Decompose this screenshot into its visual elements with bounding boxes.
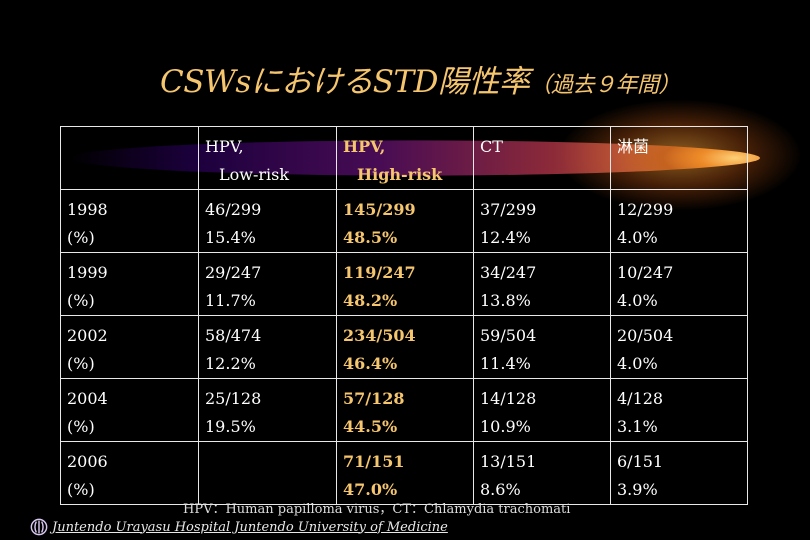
std-positivity-table: HPV, Low-risk HPV, High-risk CT 淋菌 1998(… (60, 126, 748, 505)
year-cell: 2006 (%) (60, 441, 199, 505)
ct-cell: 13/151 8.6% (473, 441, 611, 505)
year-cell: 1999 (%) (60, 252, 199, 316)
gonorrhea-cell: 6/151 3.9% (610, 441, 748, 505)
hpv-low-cell (198, 441, 337, 505)
ct-cell: 14/128 10.9% (473, 378, 611, 442)
footnote-abbreviations: HPV：Human papilloma virus，CT：Chlamydia t… (183, 502, 571, 517)
year-cell: 2002 (%) (60, 315, 199, 379)
table-row: 2006 (%) 71/151 47.0% 13/151 8.6% 6/151 3.9% (60, 441, 748, 505)
header-cell-hpv-high: HPV, High-risk (336, 126, 474, 190)
hpv-high-cell: 234/504 46.4% (336, 315, 474, 379)
header-cell-ct: CT (473, 126, 611, 190)
footer-credit: Juntendo Urayasu Hospital Juntendo Unive… (30, 518, 448, 536)
year-cell: 2004 (%) (60, 378, 199, 442)
hpv-low-cell: 25/128 19.5% (198, 378, 337, 442)
ct-cell: 34/247 13.8% (473, 252, 611, 316)
gonorrhea-cell: 4/128 3.1% (610, 378, 748, 442)
header-cell-empty (60, 126, 199, 190)
hpv-low-cell: 58/474 12.2% (198, 315, 337, 379)
table-row: 2004 (%) 25/128 19.5% 57/128 44.5% 14/128 10… (60, 378, 748, 442)
header-cell-hpv-low: HPV, Low-risk (198, 126, 337, 190)
ct-cell: 37/299 12.4% (473, 189, 611, 253)
ct-cell: 59/504 11.4% (473, 315, 611, 379)
juntendo-logo-icon (30, 518, 48, 536)
hpv-high-cell: 119/247 48.2% (336, 252, 474, 316)
hpv-high-cell: 145/299 48.5% (336, 189, 474, 253)
header-cell-gonorrhea: 淋菌 (610, 126, 748, 190)
gonorrhea-cell: 20/504 4.0% (610, 315, 748, 379)
table-header-row: HPV, Low-risk HPV, High-risk CT 淋菌 (60, 126, 748, 190)
table-row: 1998 (%) 46/299 15.4% 145/299 48.5% 37/299 1… (60, 189, 748, 253)
gonorrhea-cell: 12/299 4.0% (610, 189, 748, 253)
hpv-high-cell: 57/128 44.5% (336, 378, 474, 442)
slide-title: CSWsにおけるSTD陽性率（過去９年間） (160, 56, 681, 101)
slide-title-main: CSWsにおけるSTD陽性率 (160, 64, 530, 100)
slide-title-sub: （過去９年間） (529, 73, 681, 98)
footer-institution-text: Juntendo Urayasu Hospital Juntendo Unive… (52, 519, 448, 535)
year-cell: 1998 (%) (60, 189, 199, 253)
hpv-high-cell: 71/151 47.0% (336, 441, 474, 505)
table-row: 2002 (%) 58/474 12.2% 234/504 46.4% 59/504 1… (60, 315, 748, 379)
hpv-low-cell: 46/299 15.4% (198, 189, 337, 253)
hpv-low-cell: 29/247 11.7% (198, 252, 337, 316)
table-row: 1999 (%) 29/247 11.7% 119/247 48.2% 34/247 1… (60, 252, 748, 316)
gonorrhea-cell: 10/247 4.0% (610, 252, 748, 316)
